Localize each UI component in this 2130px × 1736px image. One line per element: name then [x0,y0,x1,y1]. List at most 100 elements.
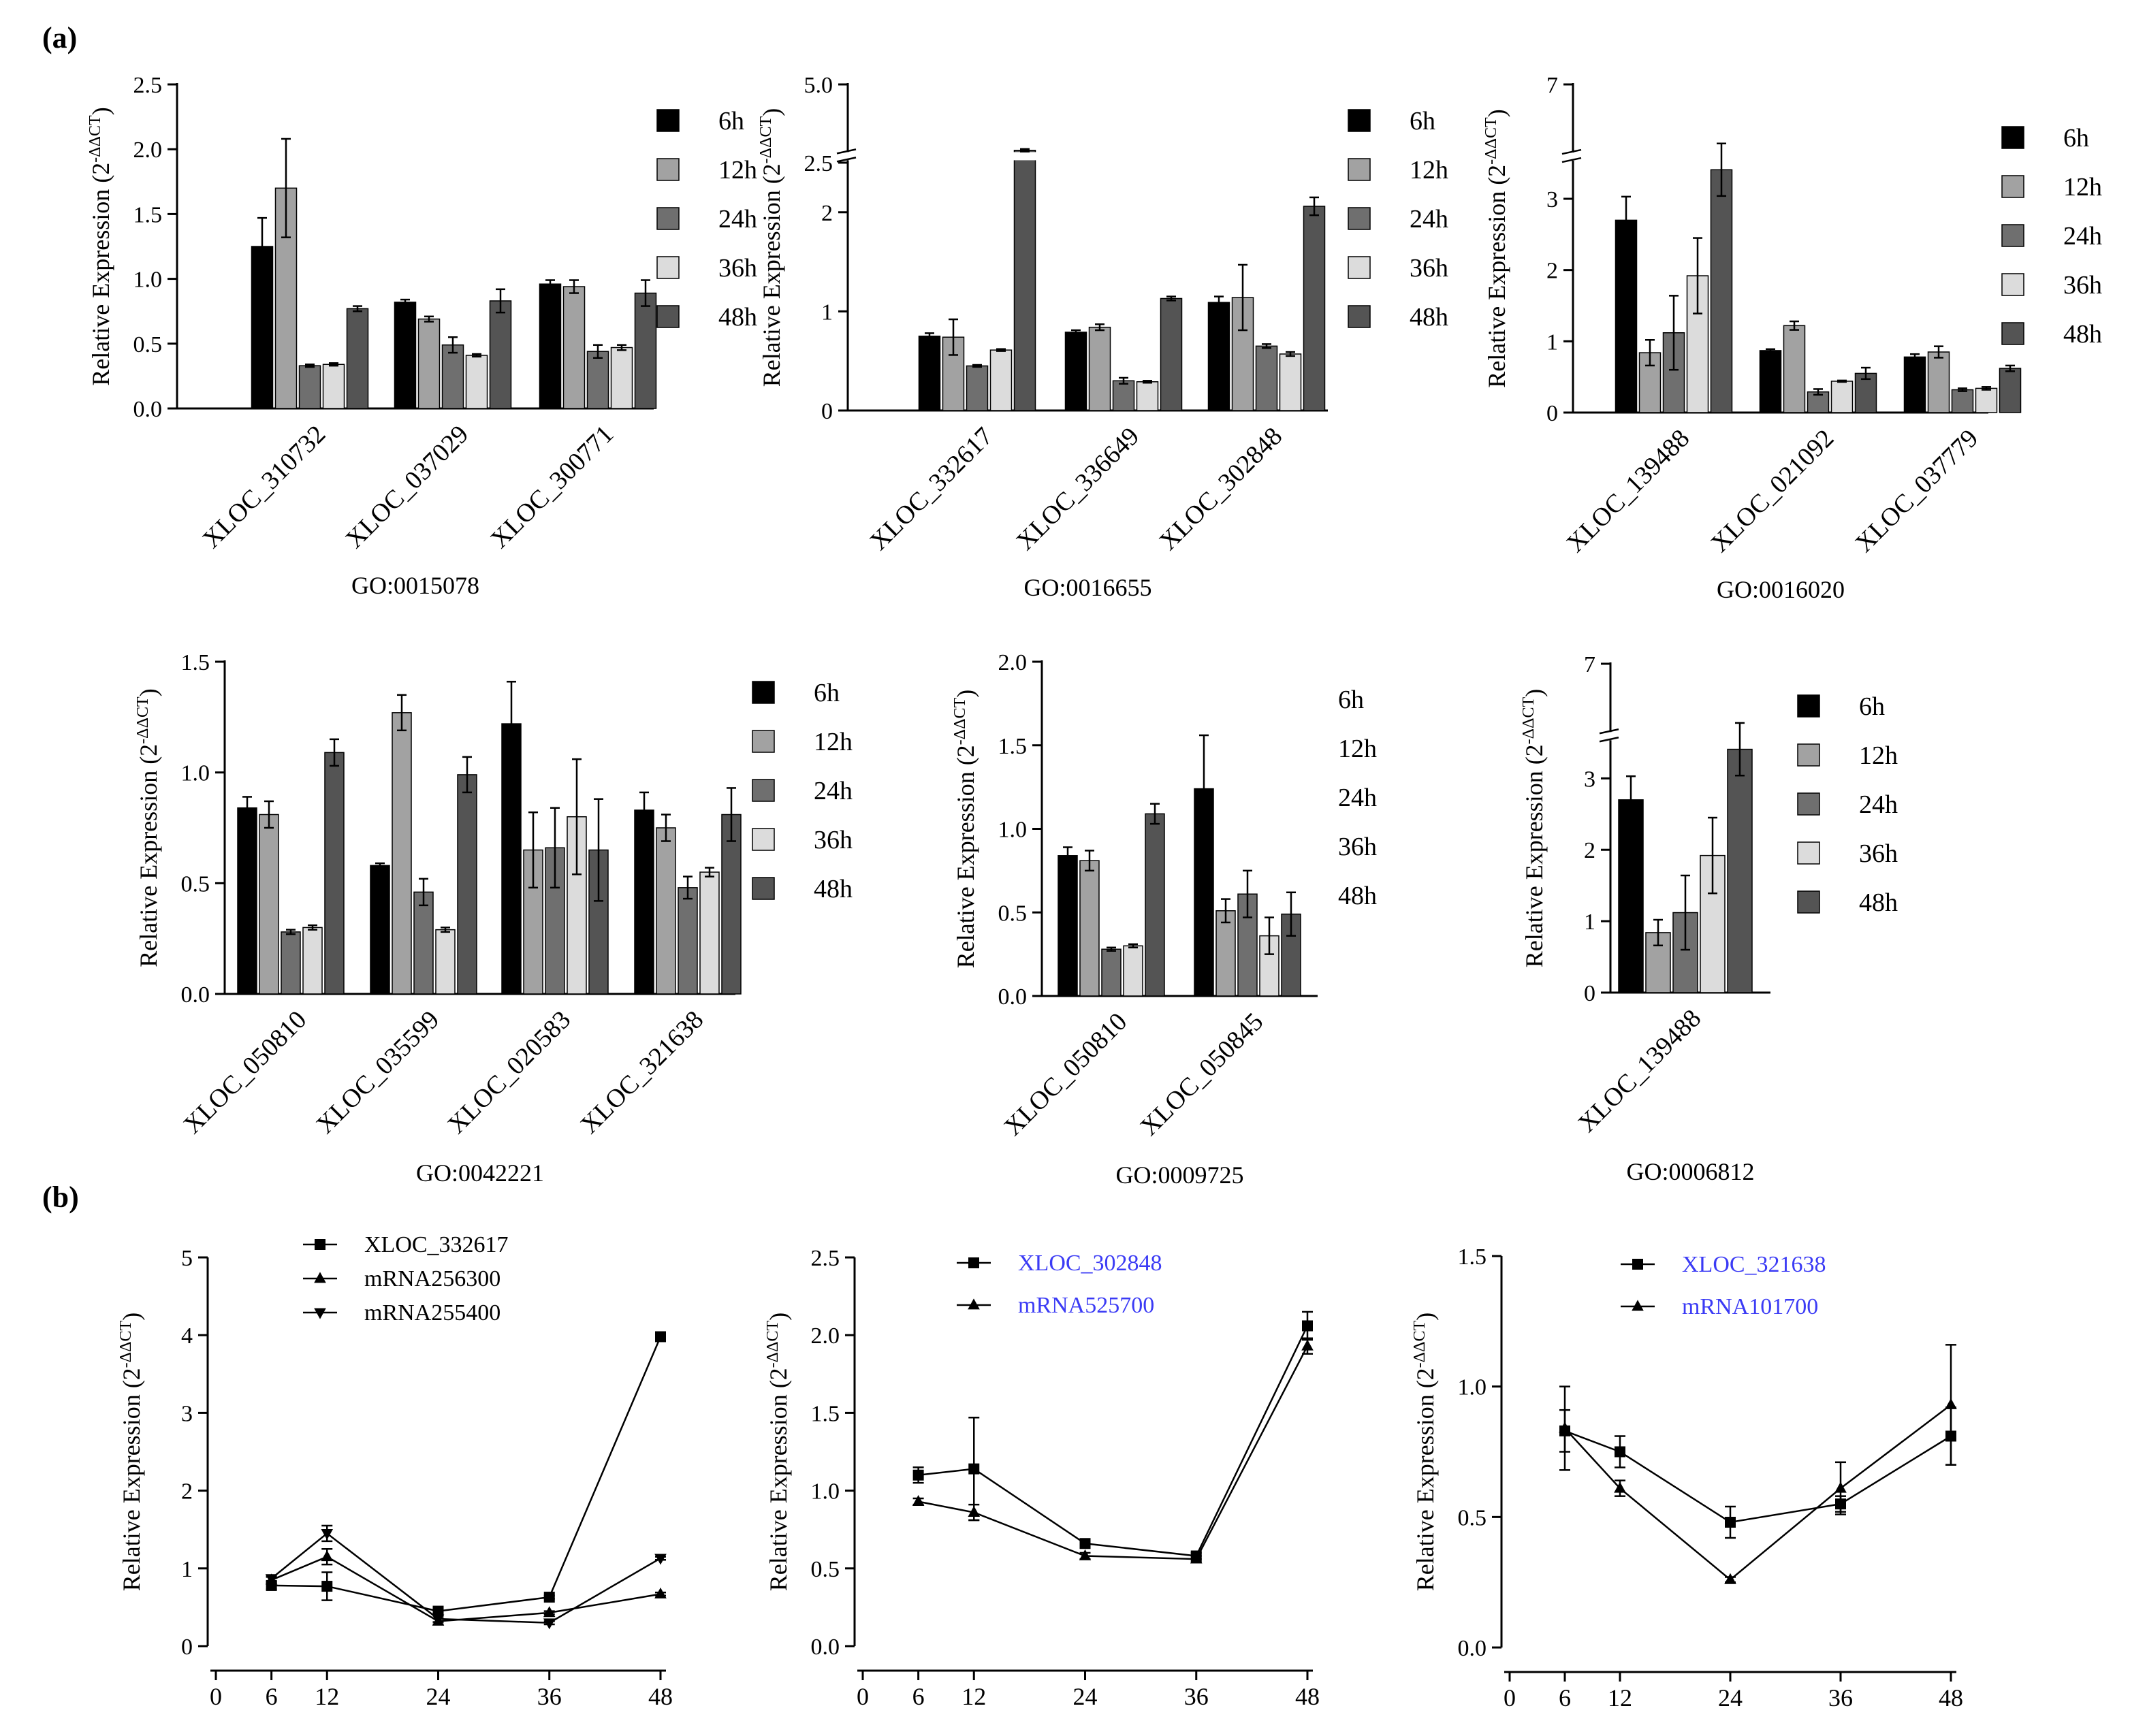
a4-legend-swatch-6h [752,681,775,704]
a2-axis-break-mark [836,157,857,163]
a4-bar-48h-XLOC_321638 [721,814,742,995]
a1-legend-label-48h: 48h [718,303,757,332]
b2-xtick-label: 6 [912,1683,925,1710]
b1-point-XLOC_332617 [321,1581,333,1592]
b1-legend-marker-XLOC_332617 [315,1239,325,1250]
a5-legend-label-24h: 24h [1338,784,1377,812]
a1-bar-36h-XLOC_310732 [322,364,345,409]
a6-go-label: GO:0006812 [1627,1158,1755,1185]
a4-bar-24h-XLOC_050810 [281,931,301,995]
a3-legend-label-6h: 6h [2063,124,2089,152]
b3-point-mRNA101700 [1614,1481,1626,1493]
b1-point-mRNA255400 [654,1554,667,1565]
b2-xtick-label: 36 [1184,1683,1209,1710]
a4-bar-48h-XLOC_035599 [457,774,477,995]
b2-ytick-label: 2.0 [811,1323,840,1349]
a2-bar-12h-XLOC_336649 [1088,326,1111,411]
b2-point-XLOC_302848 [968,1463,980,1475]
a2-category-label: XLOC_336649 [1011,422,1145,556]
a4-bar-24h-XLOC_321638 [678,887,698,995]
a2-legend-label-24h: 24h [1410,205,1448,234]
b2-point-mRNA525700 [1301,1339,1314,1351]
a1-ytick-label: 2.0 [133,138,163,163]
a4-legend-label-12h: 12h [814,728,853,756]
a4-bar-12h-XLOC_035599 [392,712,412,995]
b2-point-mRNA525700 [1190,1552,1203,1564]
a5-bar-12h-XLOC_050845 [1215,910,1236,997]
a4-bar-6h-XLOC_035599 [370,865,390,995]
a2-ytick-label: 2 [821,201,833,226]
a1-bar-12h-XLOC_037029 [417,318,441,409]
a3-legend-label-12h: 12h [2063,173,2102,202]
a6-bar-48h-XLOC_139488 [1727,748,1753,993]
charts-layer: 0.0 0.5 1.0 1.5 2.0 2.5 XLOC_310732 XLOC_037029… [86,73,2102,1711]
a1-legend-swatch-6h [656,109,680,132]
a4-bar-48h-XLOC_050810 [324,752,345,995]
b3-legend-label-mRNA101700: mRNA101700 [1682,1294,1818,1319]
b1-point-XLOC_332617 [432,1605,444,1617]
b1-y-label: Relative Expression (2-ΔΔCT) [117,1313,145,1591]
a2-bar-6h-XLOC_336649 [1064,332,1087,411]
b3-line-XLOC_321638 [1564,1430,1952,1524]
a1-ytick-label: 1.5 [133,202,163,227]
a2-bar-48h-XLOC_336649 [1160,298,1183,411]
a2-bar-36h-XLOC_302848 [1279,353,1302,411]
b2-point-mRNA525700 [1079,1549,1092,1560]
a1-category-label: XLOC_037029 [340,420,474,554]
a3-bar-6h-XLOC_037779 [1903,356,1926,413]
b3-point-XLOC_321638 [1725,1517,1736,1528]
a1-bar-24h-XLOC_037029 [441,344,464,409]
a1-y-label: Relative Expression (2-ΔΔCT) [86,107,114,385]
a4-category-label: XLOC_035599 [311,1006,445,1140]
a6-y-label: Relative Expression (2-ΔΔCT) [1520,689,1548,967]
b1-xtick-label: 12 [315,1683,339,1710]
a5-go-label: GO:0009725 [1116,1161,1244,1189]
b1-legend-label-mRNA255400: mRNA255400 [364,1300,500,1325]
a2-ytick-label: 2.5 [804,151,833,176]
b1-ytick-label: 3 [181,1401,193,1426]
a1-legend-label-24h: 24h [718,205,757,234]
b3-xtick-label: 12 [1608,1684,1632,1711]
a5-legend-label-36h: 36h [1338,833,1377,861]
a4-bar-48h-XLOC_020583 [588,849,609,995]
a4-bar-12h-XLOC_050810 [259,814,279,995]
b3-y-label: Relative Expression (2-ΔΔCT) [1411,1313,1439,1591]
a5-category-label: XLOC_050845 [1134,1008,1269,1142]
b3-point-mRNA101700 [1834,1481,1847,1493]
a3-ytick-label: 0 [1546,401,1558,426]
a5-ytick-label: 2.0 [998,650,1028,675]
a6-ytick-label: 7 [1584,652,1595,677]
a3-axis-break-mark [1561,148,1582,155]
a3-legend-swatch-48h [2001,322,2024,345]
a1-legend-swatch-24h [656,207,680,230]
a3-legend-label-24h: 24h [2063,222,2102,251]
b1-xtick-label: 0 [210,1683,222,1710]
b3-point-mRNA101700 [1559,1421,1571,1433]
a4-legend-swatch-48h [752,877,775,900]
a3-bar-36h-XLOC_037779 [1975,387,1998,413]
a2-legend-swatch-36h [1348,256,1371,279]
a6-ytick-label: 3 [1584,767,1595,792]
a4-legend-swatch-36h [752,828,775,851]
a2-go-label: GO:0016655 [1024,574,1152,601]
a2-axis-break-mark [836,148,857,155]
a1-ytick-label: 1.0 [133,268,163,293]
a2-ytick-label: 0 [821,399,833,424]
a2-bar-24h-XLOC_332617 [966,365,989,411]
b3-ytick-label: 1.0 [1458,1375,1487,1400]
a2-category-label: XLOC_302848 [1154,422,1288,556]
b1-point-mRNA255400 [543,1618,556,1630]
b3-point-mRNA101700 [1945,1398,1957,1409]
a6-axis-break-mark [1599,728,1619,735]
b2-ytick-label: 1.5 [811,1401,840,1426]
b1-legend-marker-mRNA256300 [314,1272,326,1283]
a5-ytick-label: 1.5 [998,734,1028,759]
a6-legend-label-6h: 6h [1859,692,1885,721]
a2-legend-label-48h: 48h [1410,303,1448,332]
b2-legend-marker-XLOC_302848 [968,1257,979,1268]
b2-xtick-label: 48 [1295,1683,1320,1710]
a4-go-label: GO:0042221 [416,1159,544,1187]
a3-legend-swatch-12h [2001,175,2024,198]
a2-bar-48h-XLOC_332617 [1013,150,1036,411]
a5-bar-24h-XLOC_050810 [1101,948,1122,997]
